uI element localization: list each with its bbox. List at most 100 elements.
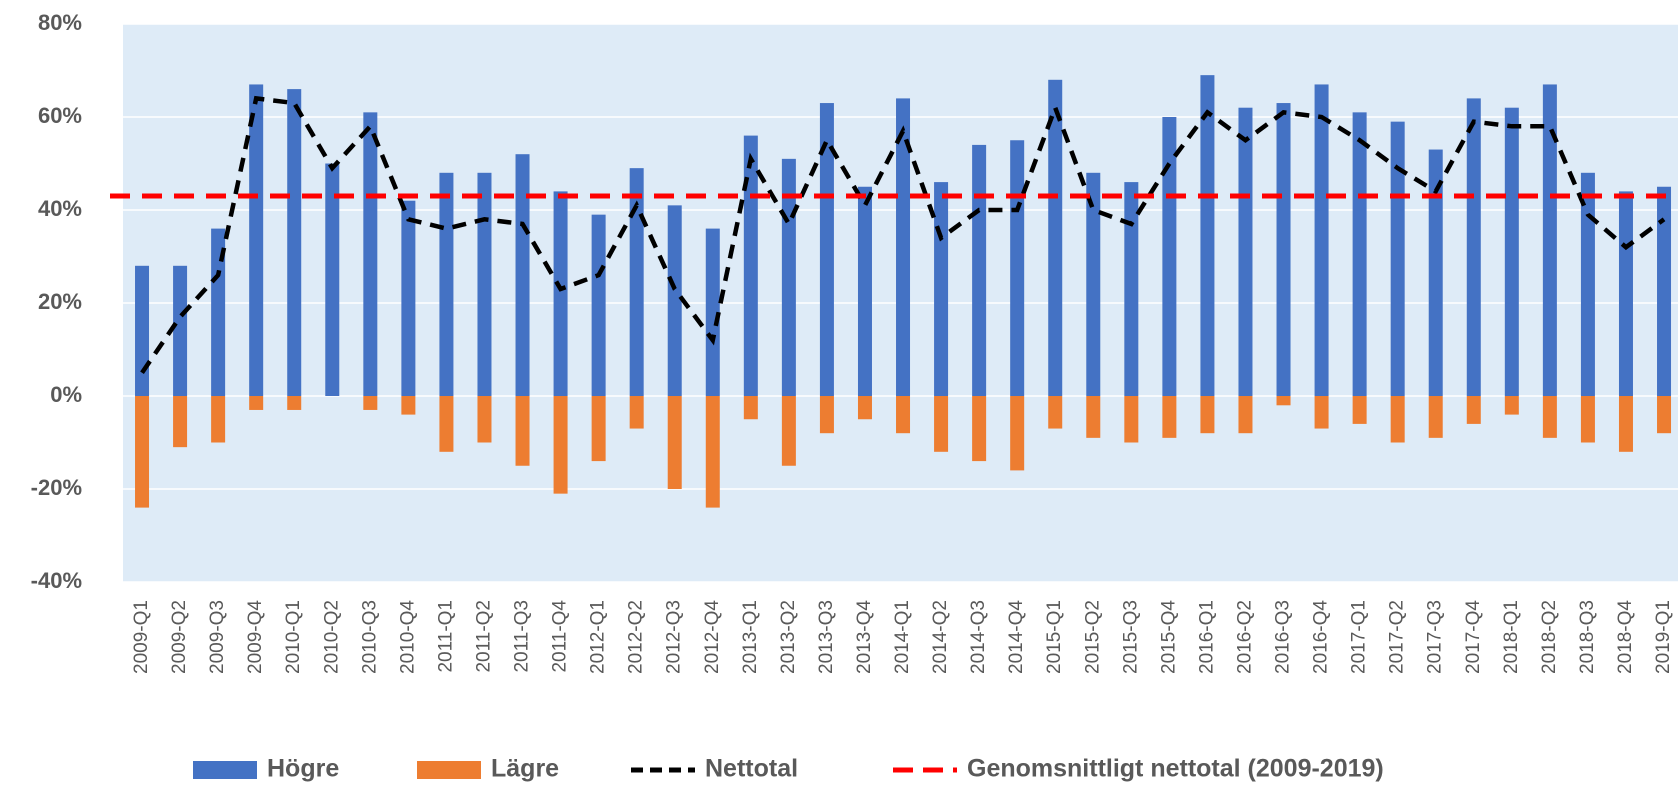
x-tick-label: 2017-Q3 xyxy=(1425,600,1446,674)
bar xyxy=(363,112,378,396)
bar xyxy=(1428,149,1443,396)
line xyxy=(140,95,1666,375)
bar xyxy=(667,396,682,489)
x-tick-label: 2011-Q4 xyxy=(550,600,571,673)
x-tick-label: 2013-Q1 xyxy=(740,600,761,674)
bar xyxy=(439,172,454,396)
bar xyxy=(249,396,264,410)
x-tick-label: 2014-Q2 xyxy=(930,600,951,674)
y-tick-label: 60% xyxy=(38,103,82,128)
bar xyxy=(553,396,568,494)
x-tick-label: 2016-Q1 xyxy=(1196,600,1217,674)
x-tick-label: 2012-Q3 xyxy=(664,600,685,674)
bar xyxy=(629,396,644,429)
bar xyxy=(325,163,340,396)
bar xyxy=(667,205,682,396)
y-tick-label: -20% xyxy=(31,475,82,500)
x-tick-label: 2009-Q4 xyxy=(245,600,266,674)
bar xyxy=(211,396,226,443)
bar xyxy=(401,396,416,415)
bar xyxy=(477,172,492,396)
x-tick-label: 2012-Q4 xyxy=(702,600,723,674)
bar xyxy=(363,396,378,410)
bar xyxy=(1428,396,1443,438)
bar xyxy=(1542,396,1557,438)
bar xyxy=(477,396,492,443)
bar xyxy=(1124,396,1139,443)
bar xyxy=(135,265,150,396)
bar xyxy=(1390,121,1405,397)
bar xyxy=(1352,112,1367,396)
bar xyxy=(1580,396,1595,443)
bar xyxy=(1504,396,1519,415)
bar xyxy=(1390,396,1405,443)
legend-label: Högre xyxy=(267,755,339,783)
legend-label: Lägre xyxy=(491,755,559,783)
bar xyxy=(515,154,530,396)
x-tick-label: 2013-Q2 xyxy=(778,600,799,674)
bar xyxy=(1657,396,1672,434)
x-tick-label: 2012-Q1 xyxy=(588,600,609,674)
bar xyxy=(1010,396,1025,471)
x-tick-label: 2009-Q1 xyxy=(131,600,152,674)
bar xyxy=(743,135,758,396)
bar xyxy=(591,396,606,462)
bar xyxy=(705,396,720,508)
bar xyxy=(1657,186,1672,396)
bar xyxy=(972,396,987,462)
bar xyxy=(934,396,949,452)
bar xyxy=(1048,79,1063,397)
bar xyxy=(1124,182,1139,396)
bar xyxy=(173,265,188,396)
x-tick-label: 2010-Q1 xyxy=(283,600,304,674)
bar xyxy=(1238,396,1253,434)
bar xyxy=(1200,396,1215,434)
bar xyxy=(819,396,834,434)
bar xyxy=(743,396,758,420)
x-tick-label: 2015-Q3 xyxy=(1120,600,1141,674)
bar xyxy=(1314,84,1329,396)
bar xyxy=(1048,396,1063,429)
legend-swatch xyxy=(417,761,481,779)
bar xyxy=(1580,172,1595,396)
bar xyxy=(591,214,606,396)
x-tick-label: 2018-Q3 xyxy=(1577,600,1598,674)
bar xyxy=(1086,396,1101,438)
x-tick-label: 2014-Q4 xyxy=(1006,600,1027,674)
x-tick-label: 2014-Q1 xyxy=(892,600,913,674)
bar xyxy=(896,98,911,397)
x-tick-label: 2015-Q1 xyxy=(1044,600,1065,674)
bar xyxy=(1504,107,1519,396)
y-tick-label: 20% xyxy=(38,289,82,314)
x-tick-label: 2015-Q4 xyxy=(1158,600,1179,674)
bar xyxy=(401,200,416,396)
bar xyxy=(1542,84,1557,396)
bar xyxy=(972,144,987,396)
legend-label: Genomsnittligt nettotal (2009-2019) xyxy=(967,755,1384,783)
bar xyxy=(1276,103,1291,397)
bar xyxy=(1010,140,1025,396)
bar xyxy=(1086,172,1101,396)
x-tick-label: 2016-Q3 xyxy=(1273,600,1294,674)
bar xyxy=(1352,396,1367,424)
bar xyxy=(896,396,911,434)
y-tick-label: 80% xyxy=(38,10,82,35)
y-tick-label: -40% xyxy=(31,568,82,593)
x-tick-label: 2017-Q1 xyxy=(1349,600,1370,674)
y-tick-label: 0% xyxy=(50,382,82,407)
bar xyxy=(1618,396,1633,452)
bar xyxy=(705,228,720,396)
bar xyxy=(515,396,530,466)
x-tick-label: 2016-Q2 xyxy=(1234,600,1255,674)
y-tick-label: 40% xyxy=(38,196,82,221)
x-tick-label: 2012-Q2 xyxy=(626,600,647,674)
legend-swatch xyxy=(193,761,257,779)
bar xyxy=(287,396,302,410)
bar xyxy=(1162,396,1177,438)
x-tick-label: 2018-Q4 xyxy=(1615,600,1636,674)
bar xyxy=(629,168,644,396)
x-tick-label: 2018-Q1 xyxy=(1501,600,1522,674)
bar xyxy=(857,186,872,396)
x-tick-label: 2017-Q4 xyxy=(1463,600,1484,674)
